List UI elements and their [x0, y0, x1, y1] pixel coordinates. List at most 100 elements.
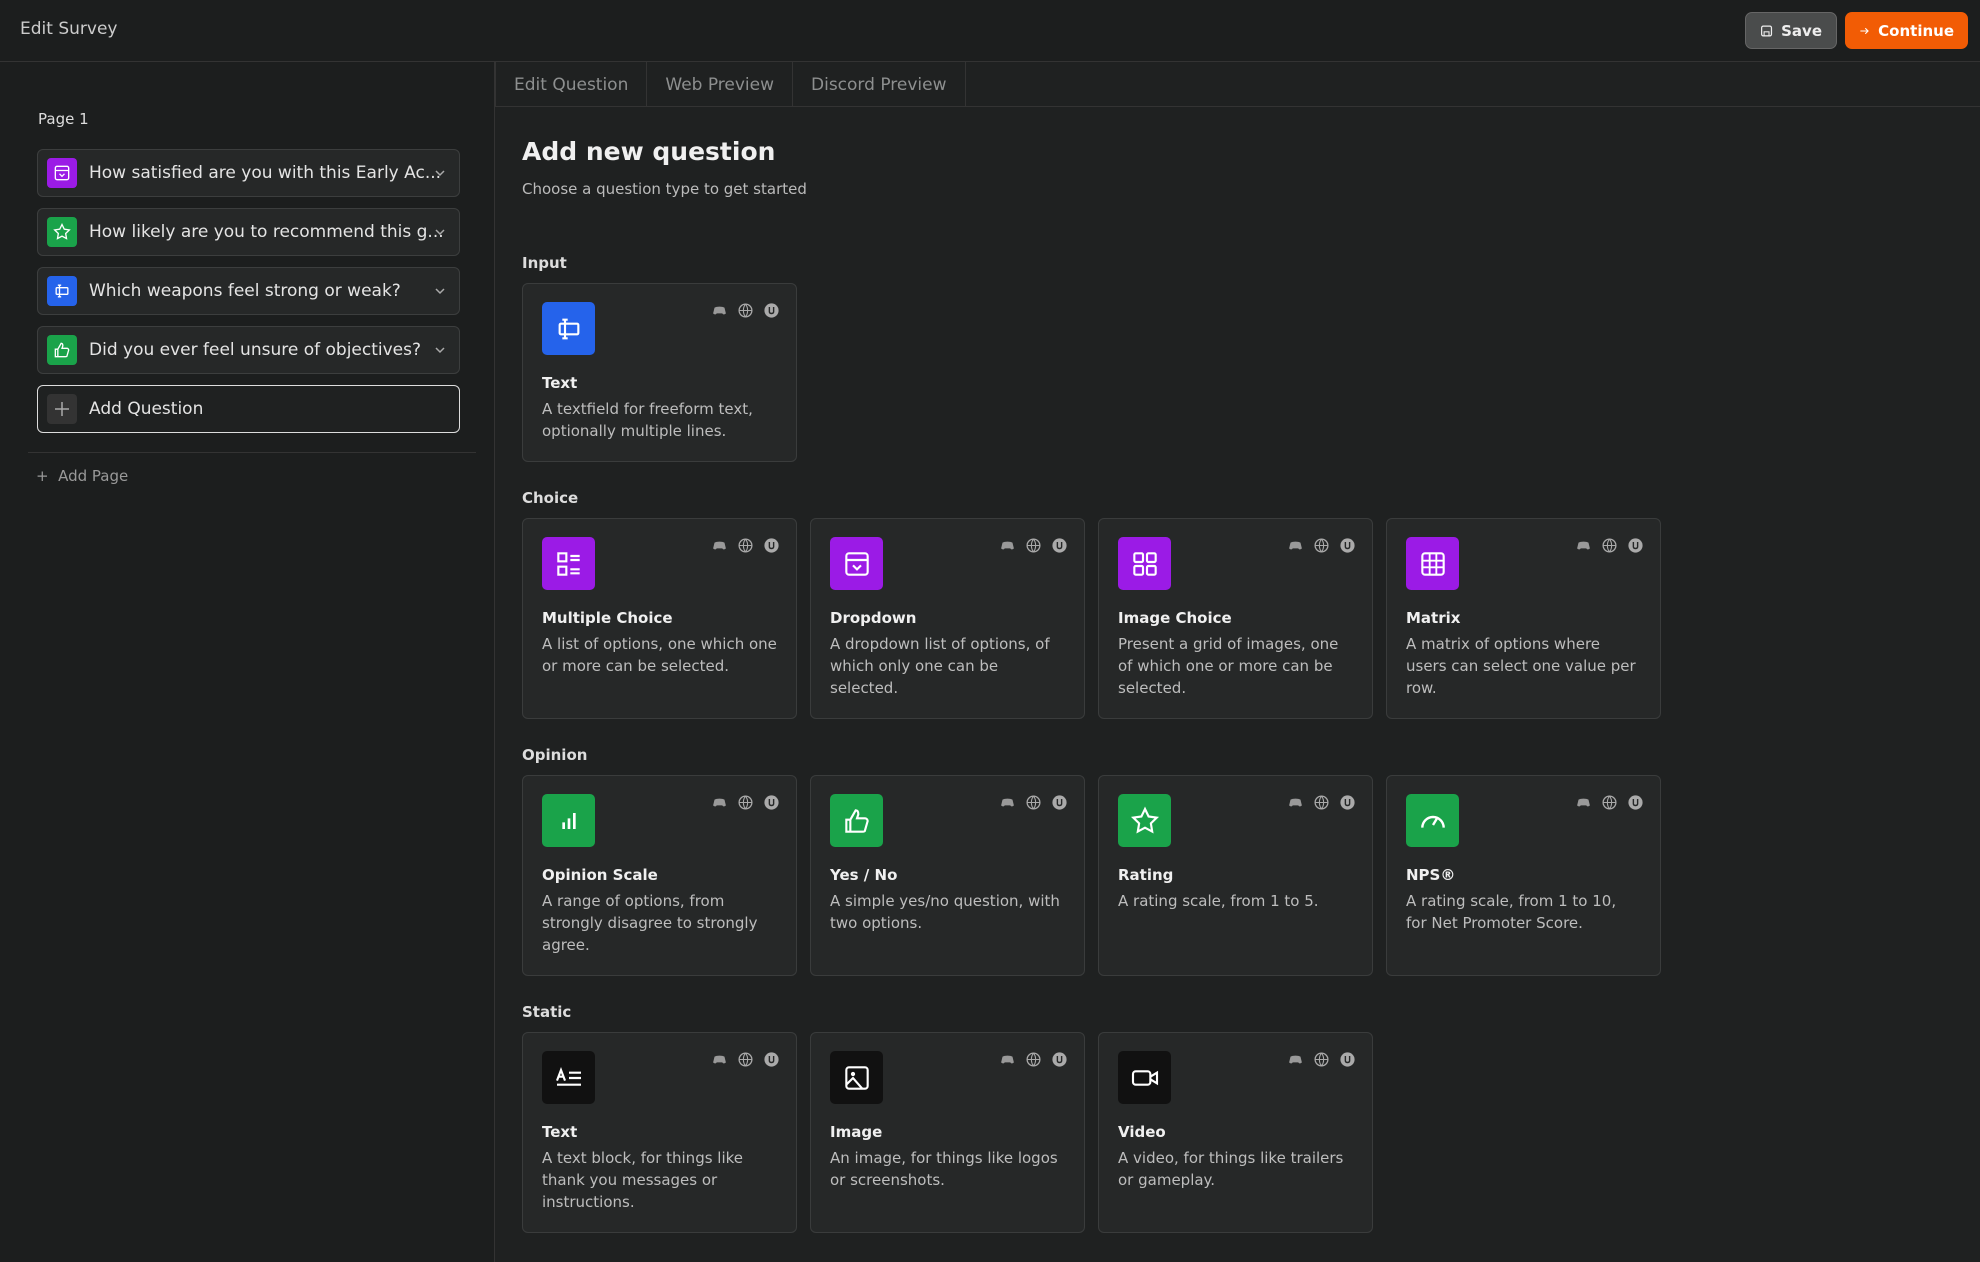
card-description: An image, for things like logos or scree…: [830, 1147, 1065, 1191]
card-icon: [1406, 794, 1459, 847]
card-description: A dropdown list of options, of which onl…: [830, 633, 1065, 699]
card-description: Present a grid of images, one of which o…: [1118, 633, 1353, 699]
question-text: How satisfied are you with this Early Ac…: [89, 163, 441, 183]
card-description: A list of options, one which one or more…: [542, 633, 777, 677]
main-title: Add new question: [522, 139, 1962, 165]
card-title: Image: [830, 1122, 1065, 1142]
question-icon: [47, 158, 77, 188]
add-page[interactable]: + Add Page: [36, 467, 128, 485]
card-description: A rating scale, from 1 to 5.: [1118, 890, 1353, 912]
question-type-card[interactable]: NPS® A rating scale, from 1 to 10, for Ne…: [1386, 775, 1661, 976]
card-row: Text A text block, for things like thank …: [522, 1032, 1962, 1233]
card-icon: [542, 794, 595, 847]
question-type-card[interactable]: Rating A rating scale, from 1 to 5.: [1098, 775, 1373, 976]
question-icon: [47, 217, 77, 247]
sidebar: Page 1 How satisfied are you with this E…: [0, 62, 495, 1262]
add-page-label: Add Page: [58, 467, 128, 485]
card-title: Text: [542, 1122, 777, 1142]
platform-icons: [999, 1051, 1068, 1068]
platform-icons: [1287, 794, 1356, 811]
card-description: A range of options, from strongly disagr…: [542, 890, 777, 956]
section-label: Opinion: [522, 745, 1962, 765]
question-type-card[interactable]: Dropdown A dropdown list of options, of w…: [810, 518, 1085, 719]
question-text: Which weapons feel strong or weak?: [89, 281, 401, 301]
card-row: Multiple Choice A list of options, one wh…: [522, 518, 1962, 719]
section-label: Input: [522, 253, 1962, 273]
section: Choice Multiple Choice A list of options, …: [522, 488, 1962, 719]
platform-icons: [1287, 1051, 1356, 1068]
tab[interactable]: Edit Question: [495, 62, 647, 107]
platform-icons: [711, 302, 780, 319]
question-type-card[interactable]: Video A video, for things like trailers o…: [1098, 1032, 1373, 1233]
tab[interactable]: Web Preview: [646, 62, 793, 107]
card-icon: [1118, 794, 1171, 847]
section-label: Static: [522, 1002, 1962, 1022]
question-type-card[interactable]: Matrix A matrix of options where users ca…: [1386, 518, 1661, 719]
question-type-card[interactable]: Multiple Choice A list of options, one wh…: [522, 518, 797, 719]
card-title: Text: [542, 373, 777, 393]
card-description: A textfield for freeform text, optionall…: [542, 398, 777, 442]
card-title: Rating: [1118, 865, 1353, 885]
card-title: Video: [1118, 1122, 1353, 1142]
card-description: A simple yes/no question, with two optio…: [830, 890, 1065, 934]
card-icon: [1406, 537, 1459, 590]
card-row: Opinion ScaleA range of options, from st…: [522, 775, 1962, 976]
question-type-card[interactable]: Opinion ScaleA range of options, from st…: [522, 775, 797, 976]
card-title: NPS®: [1406, 865, 1641, 885]
platform-icons: [711, 537, 780, 554]
platform-icons: [711, 794, 780, 811]
question-item[interactable]: How satisfied are you with this Early Ac…: [37, 149, 460, 197]
question-type-card[interactable]: Image An image, for things like logos or …: [810, 1032, 1085, 1233]
question-text: Did you ever feel unsure of objectives?: [89, 340, 421, 360]
card-icon: [1118, 1051, 1171, 1104]
card-title: Image Choice: [1118, 608, 1353, 628]
section: Opinion Opinion ScaleA range of options, …: [522, 745, 1962, 976]
card-row: Text A textfield for freeform text, optio…: [522, 283, 1962, 462]
platform-icons: [711, 1051, 780, 1068]
platform-icons: [999, 794, 1068, 811]
save-button[interactable]: Save: [1745, 12, 1837, 49]
question-type-card[interactable]: Image Choice Present a grid of images, on…: [1098, 518, 1373, 719]
card-description: A video, for things like trailers or gam…: [1118, 1147, 1353, 1191]
card-description: A text block, for things like thank you …: [542, 1147, 777, 1213]
platform-icons: [1575, 794, 1644, 811]
continue-button[interactable]: Continue: [1845, 12, 1968, 49]
question-item[interactable]: Did you ever feel unsure of objectives?: [37, 326, 460, 374]
continue-label: Continue: [1878, 22, 1954, 40]
card-title: Matrix: [1406, 608, 1641, 628]
question-type-card[interactable]: Text A text block, for things like thank …: [522, 1032, 797, 1233]
divider: [28, 452, 476, 453]
page-label: Page 1: [38, 110, 89, 128]
question-icon: [47, 335, 77, 365]
question-type-card[interactable]: Yes / No A simple yes/no question, with t…: [810, 775, 1085, 976]
card-description: A matrix of options where users can sele…: [1406, 633, 1641, 699]
section-label: Choice: [522, 488, 1962, 508]
section: Input Text A textfield for freeform text, …: [522, 253, 1962, 462]
platform-icons: [1287, 537, 1356, 554]
card-title: Yes / No: [830, 865, 1065, 885]
question-type-card[interactable]: Text A textfield for freeform text, optio…: [522, 283, 797, 462]
add-question[interactable]: Add Question: [37, 385, 460, 433]
save-label: Save: [1781, 22, 1822, 40]
card-icon: [830, 794, 883, 847]
card-title: Dropdown: [830, 608, 1065, 628]
header: Edit Survey Save Continue: [0, 0, 1980, 62]
card-description: A rating scale, from 1 to 10, for Net Pr…: [1406, 890, 1641, 934]
card-icon: [542, 1051, 595, 1104]
main-subtitle: Choose a question type to get started: [522, 179, 1962, 199]
card-icon: [830, 537, 883, 590]
question-icon: [47, 276, 77, 306]
card-icon: [542, 537, 595, 590]
page-title: Edit Survey: [20, 19, 117, 39]
tab[interactable]: Discord Preview: [792, 62, 965, 107]
main: Add new question Choose a question type …: [522, 107, 1962, 1233]
card-icon: [1118, 537, 1171, 590]
section: Static Text A text block, for things like …: [522, 1002, 1962, 1233]
card-icon: [542, 302, 595, 355]
question-text: How likely are you to recommend this g..…: [89, 222, 444, 242]
question-item[interactable]: Which weapons feel strong or weak?: [37, 267, 460, 315]
question-item[interactable]: How likely are you to recommend this g..…: [37, 208, 460, 256]
platform-icons: [999, 537, 1068, 554]
card-title: Multiple Choice: [542, 608, 777, 628]
